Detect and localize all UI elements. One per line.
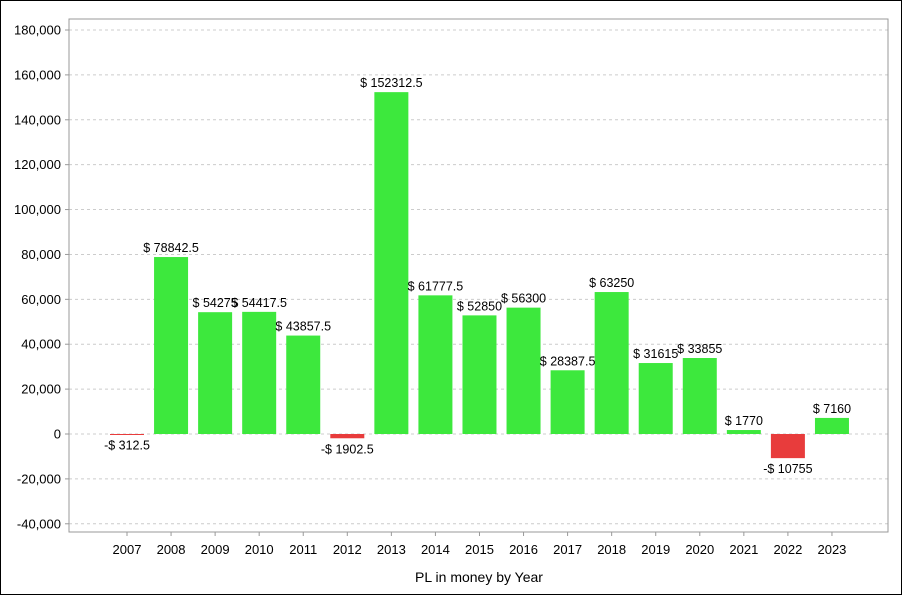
x-tick-label-2016: 2016 [509,542,538,557]
bar-2018 [594,292,629,434]
x-axis-title: PL in money by Year [415,569,543,585]
x-tick-label-2017: 2017 [553,542,582,557]
data-label-2022: -$ 10755 [763,462,812,476]
bar-2014 [418,295,453,434]
y-tick-label: 120,000 [14,157,61,172]
y-tick-label: 80,000 [21,247,61,262]
data-label-2015: $ 52850 [457,299,502,313]
x-tick-label-2007: 2007 [113,542,142,557]
x-tick-label-2021: 2021 [729,542,758,557]
bar-2023 [814,417,849,434]
x-tick-label-2012: 2012 [333,542,362,557]
y-tick-label: -40,000 [17,516,61,531]
y-tick-label: 40,000 [21,337,61,352]
y-tick-label: -20,000 [17,471,61,486]
y-tick-label: 140,000 [14,112,61,127]
x-tick-label-2023: 2023 [817,542,846,557]
bar-2021 [726,430,761,434]
data-labels: -$ 312.5 $ 78842.5 $ 54275$ 54417.5 $ 43857… [104,76,851,476]
bar-2011 [286,335,321,434]
data-label-2020: $ 33855 [677,342,722,356]
bar-2020 [682,358,717,434]
bar-2008 [154,257,189,434]
data-label-2017: $ 28387.5 [540,354,596,368]
bar-2015 [462,315,497,434]
data-label-2016: $ 56300 [501,292,546,306]
data-label-2010: $ 54417.5 [231,296,287,310]
x-tick-labels: 2007 2008 2009 2010 2011 2012 2013 2014 2015 2016… [113,542,847,557]
y-tick-label: 100,000 [14,202,61,217]
plot-area-border [68,18,889,533]
bars [110,92,849,459]
x-tick-label-2019: 2019 [641,542,670,557]
data-label-2019: $ 31615 [633,347,678,361]
bar-2007 [110,434,144,435]
x-tick-label-2008: 2008 [157,542,186,557]
x-tick-label-2022: 2022 [773,542,802,557]
data-label-2013: $ 152312.5 [360,76,423,90]
data-label-2014: $ 61777.5 [408,279,464,293]
data-label-2008: $ 78842.5 [143,241,199,255]
data-label-2007: -$ 312.5 [104,439,150,453]
axes [65,18,889,536]
bar-2016 [506,307,541,434]
x-tick-label-2009: 2009 [201,542,230,557]
bar-2019 [638,363,673,434]
x-tick-label-2015: 2015 [465,542,494,557]
data-label-2021: $ 1770 [725,414,763,428]
bar-2009 [198,312,233,434]
x-tick-label-2011: 2011 [289,542,317,557]
x-tick-label-2010: 2010 [245,542,274,557]
bar-2013 [374,92,409,434]
data-label-2023: $ 7160 [813,402,851,416]
data-label-2011: $ 43857.5 [275,320,331,334]
x-tick-label-2020: 2020 [685,542,714,557]
x-tick-label-2018: 2018 [597,542,626,557]
bar-2022 [770,434,805,459]
data-label-2018: $ 63250 [589,276,634,290]
y-tick-label: 20,000 [21,382,61,397]
bar-2017 [550,370,585,434]
y-tick-label: 60,000 [21,292,61,307]
grid-lines [69,29,888,525]
data-label-2012: -$ 1902.5 [321,442,374,456]
y-tick-label: 180,000 [14,23,61,38]
bar-2012 [330,434,365,439]
y-tick-label: 0 [54,427,61,442]
bar-2010 [242,311,277,434]
x-tick-label-2013: 2013 [377,542,406,557]
y-tick-label: 160,000 [14,67,61,82]
data-label-2009: $ 54275 [193,296,238,310]
y-tick-labels: 180,000 160,000 140,000 120,000 100,000 80,00… [14,23,61,532]
x-tick-label-2014: 2014 [421,542,450,557]
